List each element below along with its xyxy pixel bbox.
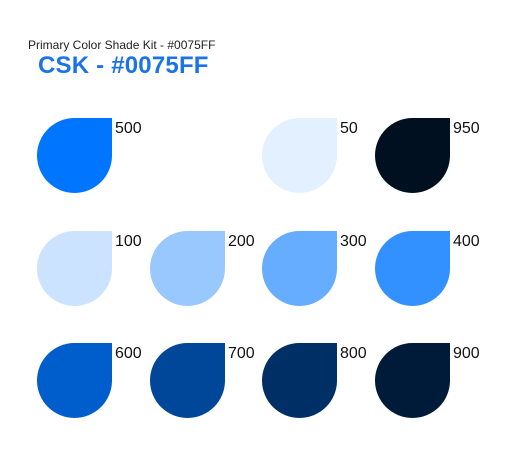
shade-drop [262,118,337,193]
shade-drop [262,231,337,306]
shade-swatch-950: 950 [375,118,485,198]
shade-label: 700 [228,345,255,362]
shade-label: 300 [340,233,367,250]
shade-drop [262,343,337,418]
kit-title: CSK - #0075FF [38,52,209,79]
shade-label: 100 [115,233,142,250]
kit-subtitle: Primary Color Shade Kit - #0075FF [28,38,216,52]
shade-swatch-700: 700 [150,343,260,423]
shade-drop [150,231,225,306]
shade-label: 900 [453,345,480,362]
shade-swatch-800: 800 [262,343,372,423]
shade-swatch-50: 50 [262,118,372,198]
shade-swatch-400: 400 [375,231,485,311]
shade-label: 600 [115,345,142,362]
shade-label: 400 [453,233,480,250]
shade-swatch-200: 200 [150,231,260,311]
shade-drop [37,343,112,418]
shade-drop [150,343,225,418]
shade-drop [37,231,112,306]
shade-drop [375,343,450,418]
shade-label: 950 [453,120,480,137]
shade-swatch-900: 900 [375,343,485,423]
shade-drop [37,118,112,193]
shade-label: 200 [228,233,255,250]
shade-drop [375,118,450,193]
shade-drop [375,231,450,306]
shade-swatch-300: 300 [262,231,372,311]
shade-label: 800 [340,345,367,362]
shade-label: 50 [340,120,358,137]
shade-swatch-600: 600 [37,343,147,423]
shade-swatch-500: 500 [37,118,147,198]
shade-swatch-100: 100 [37,231,147,311]
shade-label: 500 [115,120,142,137]
